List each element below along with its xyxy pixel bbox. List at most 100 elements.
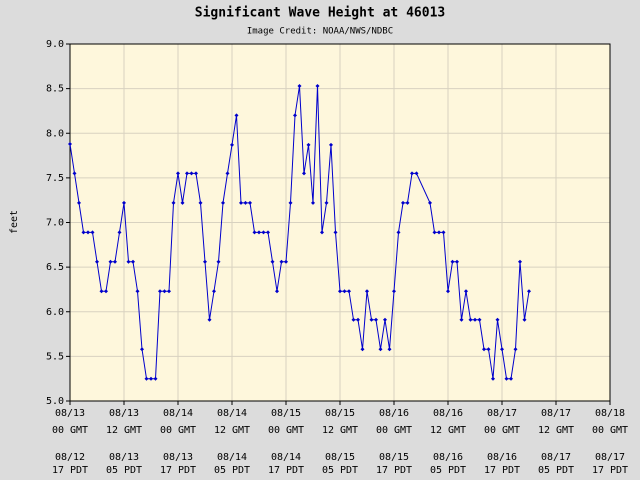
x-tick-local-time: 17 PDT [376,465,412,476]
data-point [432,230,437,235]
x-tick-local-date: 08/13 [163,452,193,463]
data-point [360,347,365,352]
data-point [495,317,500,322]
x-tick-time: 12 GMT [106,425,142,436]
data-point [126,259,131,264]
x-tick-label: 08/17 [541,408,571,419]
data-point [405,200,410,205]
data-point [81,230,86,235]
data-point [117,230,122,235]
data-point [297,83,302,88]
data-point [468,317,473,322]
data-point [482,347,486,352]
data-point [293,113,297,118]
data-point [329,142,333,147]
x-tick-time: 00 GMT [376,425,412,436]
y-axis-label: feet [9,210,20,234]
data-point [477,317,482,322]
data-point [473,317,477,322]
x-tick-time: 12 GMT [430,425,466,436]
x-tick-time: 00 GMT [160,425,196,436]
x-tick-local-date: 08/16 [487,452,517,463]
data-point [194,171,198,176]
data-point [455,259,459,264]
data-point [248,200,252,205]
data-point [243,200,248,205]
data-point [203,259,207,264]
x-tick-time: 12 GMT [538,425,574,436]
data-point [72,171,77,176]
x-tick-label: 08/13 [109,408,139,419]
data-point [140,347,144,352]
data-point [383,317,387,322]
data-point [441,230,446,235]
y-tick-label: 8.5 [46,84,64,95]
data-point [225,171,230,176]
data-point [320,230,324,235]
data-point [99,289,104,294]
x-tick-label: 08/14 [217,408,247,419]
data-point [288,200,293,205]
y-tick-label: 7.5 [46,173,64,184]
data-point [396,230,401,235]
data-point [162,289,167,294]
data-point [356,317,360,322]
data-point [149,376,153,381]
plot-frame [69,43,611,402]
data-point [374,317,378,322]
data-point [338,289,342,294]
data-point [486,347,491,352]
data-point [509,376,513,381]
data-point [239,200,243,205]
data-point [122,200,126,205]
x-tick-label: 08/17 [487,408,517,419]
x-tick-local-time: 05 PDT [430,465,466,476]
data-point [513,347,518,352]
x-tick-local-date: 08/17 [541,452,571,463]
data-point [230,142,234,147]
data-point [392,289,396,294]
data-point [216,259,221,264]
data-point [153,376,158,381]
data-point [351,317,356,322]
x-tick-time: 12 GMT [214,425,250,436]
data-point [459,317,464,322]
x-tick-local-time: 05 PDT [322,465,358,476]
data-point [68,141,72,146]
data-point [104,289,108,294]
data-point [306,142,311,147]
data-point [131,259,135,264]
x-tick-time: 00 GMT [484,425,520,436]
x-tick-label: 08/15 [325,408,355,419]
data-point [428,200,432,205]
data-point [252,230,257,235]
x-tick-label: 08/16 [379,408,409,419]
x-tick-time: 00 GMT [52,425,88,436]
y-tick-label: 7.0 [46,218,64,229]
data-point [414,171,419,176]
y-tick-label: 8.0 [46,128,64,139]
y-tick-label: 9.0 [46,39,64,50]
data-point [212,289,216,294]
data-point [108,259,113,264]
x-tick-label: 08/18 [595,408,625,419]
data-point [113,259,117,264]
x-tick-local-time: 05 PDT [538,465,574,476]
data-point [279,259,284,264]
data-point [446,289,450,294]
x-tick-local-time: 17 PDT [592,465,628,476]
chart-title: Significant Wave Height at 46013 [195,6,445,21]
data-point [387,347,392,352]
data-point [176,171,180,176]
data-point [504,376,509,381]
x-tick-local-date: 08/17 [595,452,625,463]
data-point [180,200,185,205]
data-point [302,171,306,176]
data-point [221,200,225,205]
x-tick-time: 12 GMT [322,425,358,436]
data-point [185,171,189,176]
subtitle: Image Credit: NOAA/NWS/NDBC [247,27,393,37]
data-point [333,230,338,235]
x-tick-time: 00 GMT [592,425,628,436]
data-point [378,347,383,352]
